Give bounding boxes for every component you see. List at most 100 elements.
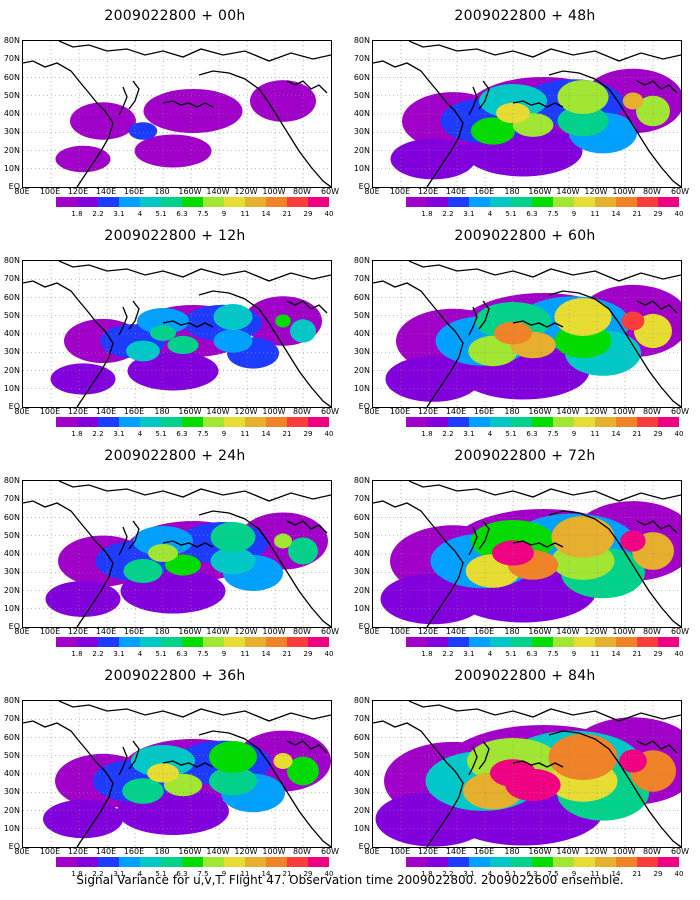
colorbar-label: 5.1: [155, 210, 167, 218]
coastline: [198, 510, 331, 627]
colorbar-swatch: [203, 857, 224, 867]
variance-contour: [209, 741, 257, 773]
longitude-label: 120E: [417, 847, 439, 856]
variance-contour: [557, 105, 609, 137]
variance-contour: [288, 537, 318, 565]
coastline: [23, 60, 114, 187]
longitude-label: 60W: [670, 187, 690, 196]
longitude-label: 80W: [642, 407, 662, 416]
colorbar-label: 29: [303, 650, 313, 658]
variance-contour: [43, 799, 123, 839]
colorbar-swatch: [245, 857, 266, 867]
colorbar-label: 29: [653, 430, 663, 438]
colorbar-swatch: [161, 417, 182, 427]
coastline: [548, 70, 681, 187]
colorbar-label: 40: [674, 650, 684, 658]
longitude-label: 100E: [389, 187, 411, 196]
longitude-label: 80W: [292, 627, 312, 636]
latitude-label: 60N: [353, 732, 370, 742]
colorbar-swatch: [77, 857, 98, 867]
panel-title: 2009022800 + 48h: [454, 8, 596, 24]
colorbar-swatch: [182, 417, 203, 427]
latitude-label: 10N: [3, 823, 20, 833]
colorbar-swatch: [406, 637, 427, 647]
colorbar-label: 11: [590, 210, 600, 218]
colorbar: [56, 857, 329, 867]
colorbar-swatch: [119, 857, 140, 867]
longitude-label: 180: [504, 627, 520, 636]
longitude-label: 100E: [39, 627, 61, 636]
longitude-label: 160W: [528, 847, 552, 856]
colorbar-label: 6.3: [176, 650, 188, 658]
coastline: [286, 80, 328, 94]
colorbar-swatch: [574, 857, 595, 867]
colorbar-swatch: [574, 197, 595, 207]
coastline: [512, 540, 564, 548]
colorbar: [406, 857, 679, 867]
longitude-label: 160E: [473, 627, 495, 636]
colorbar-label: 3.1: [113, 430, 125, 438]
coastline: [636, 520, 678, 534]
variance-contour: [621, 311, 645, 331]
colorbar-swatch: [287, 637, 308, 647]
coastline: [512, 100, 564, 108]
variance-contour: [45, 581, 121, 617]
colorbar-swatch: [266, 197, 287, 207]
longitude-label: 160E: [473, 187, 495, 196]
latitude-label: 40N: [353, 549, 370, 558]
colorbar-swatch: [469, 637, 490, 647]
colorbar-swatch: [56, 197, 77, 207]
latitude-label: 50N: [353, 90, 370, 100]
latitude-label: EQ: [8, 842, 20, 851]
colorbar-swatch: [98, 637, 119, 647]
colorbar-label: 4: [137, 210, 143, 218]
latitude-label: 50N: [353, 750, 370, 760]
longitude-label: 80W: [642, 847, 662, 856]
latitude-label: 30N: [3, 567, 20, 577]
colorbar-label: 6.3: [526, 650, 538, 658]
coastline: [162, 100, 214, 108]
colorbar-swatch: [308, 857, 329, 867]
coastline: [162, 760, 214, 768]
longitude-label: 120E: [67, 627, 89, 636]
longitude-label: 100W: [262, 187, 286, 196]
longitude-label: 80W: [292, 187, 312, 196]
colorbar-swatch: [98, 857, 119, 867]
latitude-label: 40N: [3, 549, 20, 558]
coastline: [548, 290, 681, 407]
colorbar-label: 1.8: [421, 210, 433, 218]
colorbar-label: 1.8: [71, 870, 83, 878]
colorbar-label: 29: [303, 210, 313, 218]
colorbar-swatch: [532, 637, 553, 647]
coastline: [478, 80, 490, 110]
colorbar-label: 14: [611, 430, 621, 438]
colorbar-swatch: [448, 197, 469, 207]
colorbar-label: 9: [571, 210, 577, 218]
colorbar-label: 3.1: [463, 650, 475, 658]
longitude-label: 180: [504, 847, 520, 856]
latitude-label: 60N: [353, 292, 370, 302]
latitude-label: 60N: [353, 512, 370, 522]
colorbar-label: 14: [261, 650, 271, 658]
colorbar-label: 3.1: [463, 870, 475, 878]
colorbar-label: 3.1: [113, 210, 125, 218]
longitude-label: 140W: [206, 627, 230, 636]
colorbar-label: 29: [303, 430, 313, 438]
latitude-label: 60N: [3, 512, 20, 522]
colorbar-label: 1.8: [71, 430, 83, 438]
colorbar: [56, 197, 329, 207]
colorbar-swatch: [119, 197, 140, 207]
colorbar-label: 4: [487, 430, 493, 438]
colorbar-swatch: [574, 637, 595, 647]
variance-contour: [123, 559, 163, 583]
map-plot: [22, 700, 332, 848]
colorbar-swatch: [532, 417, 553, 427]
variance-contour: [470, 117, 516, 145]
longitude-label: 120E: [417, 627, 439, 636]
colorbar-swatch: [427, 637, 448, 647]
coastline: [468, 526, 478, 556]
latitude-label: 70N: [3, 494, 20, 504]
colorbar-label: 2.2: [442, 650, 454, 658]
latitude-label: 50N: [3, 310, 20, 320]
latitude-label: 80N: [353, 256, 370, 265]
